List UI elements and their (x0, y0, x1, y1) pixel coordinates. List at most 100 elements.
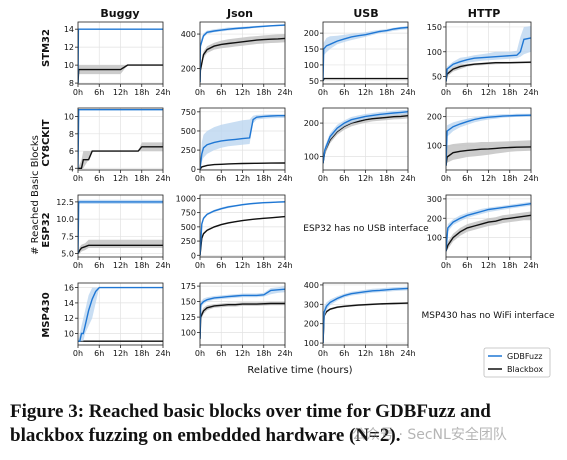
row-title-esp32: ESP32 (41, 212, 52, 247)
series-line-gdbfuzz (446, 37, 531, 82)
x-tick-label: 18h (379, 174, 394, 183)
x-tick-label: 0h (318, 174, 328, 183)
x-tick-label: 6h (94, 261, 104, 270)
x-tick-label: 12h (358, 349, 373, 358)
y-tick-label: 1000 (176, 194, 196, 203)
plot-area (200, 114, 285, 170)
x-tick-label: 18h (256, 174, 271, 183)
y-tick-label: 14 (64, 299, 74, 308)
x-tick-label: 6h (94, 349, 104, 358)
panel-msp430-usb: 100 200 300 400 0h 6h 12h 18h 24h (304, 281, 416, 358)
y-tick-label: 10 (64, 61, 74, 70)
plot-area (200, 24, 285, 83)
y-tick-label: 100 (181, 329, 196, 338)
col-title-json: Json (226, 7, 253, 20)
panel-stm32-buggy: 8 10 12 14 0h 6h 12h 18h 24h (64, 21, 171, 97)
x-tick-label: 24h (400, 349, 415, 358)
series-line-gdbfuzz (78, 286, 163, 342)
y-tick-label: 100 (304, 339, 319, 348)
x-tick-label: 0h (195, 349, 205, 358)
x-tick-label: 24h (523, 174, 538, 183)
x-tick-label: 18h (379, 88, 394, 97)
x-tick-label: 0h (73, 88, 83, 97)
y-tick-label: 200 (427, 214, 442, 223)
x-tick-label: 6h (94, 88, 104, 97)
y-tick-label: 150 (181, 298, 196, 307)
x-tick-label: 12h (358, 88, 373, 97)
x-tick-label: 24h (155, 261, 170, 270)
y-tick-label: 12.5 (56, 198, 74, 207)
panel-msp430-json: 100 125 150 175 0h 6h 12h 18h 24h (181, 282, 293, 358)
x-tick-label: 6h (94, 174, 104, 183)
y-tick-label: 175 (181, 282, 196, 291)
plot-area (200, 286, 285, 339)
y-tick-label: 200 (427, 113, 442, 122)
band-blackbox (446, 61, 531, 82)
column-titles: Buggy Json USB HTTP (100, 7, 500, 20)
y-tick-label: 5.0 (61, 250, 74, 259)
y-tick-label: 150 (304, 45, 319, 54)
x-tick-label: 12h (113, 261, 128, 270)
x-tick-label: 0h (318, 349, 328, 358)
x-tick-label: 24h (277, 174, 292, 183)
figure-grid: Buggy Json USB HTTP STM32 CY8CKIT ESP32 … (30, 7, 555, 378)
y-tick-label: 8 (69, 130, 74, 139)
y-tick-label: 100 (427, 234, 442, 243)
y-tick-label: 100 (427, 141, 442, 150)
y-tick-label: 300 (304, 300, 319, 309)
y-tick-label: 10 (64, 113, 74, 122)
y-tick-label: 400 (181, 30, 196, 39)
legend: GDBFuzz Blackbox (483, 347, 551, 378)
x-tick-label: 24h (523, 261, 538, 270)
panel-cy8ckit-usb: 100 200 0h 6h 12h 18h 24h (304, 107, 416, 183)
series-line-gdbfuzz (323, 287, 408, 344)
series-line-blackbox (446, 214, 531, 252)
x-tick-label: 18h (134, 261, 149, 270)
x-tick-label: 24h (155, 174, 170, 183)
x-tick-label: 18h (256, 261, 271, 270)
x-tick-label: 24h (523, 88, 538, 97)
y-tick-label: 200 (304, 320, 319, 329)
plot-area (200, 201, 285, 256)
series-line-gdbfuzz (323, 111, 408, 164)
x-tick-label: 18h (502, 261, 517, 270)
x-tick-label: 0h (318, 88, 328, 97)
x-tick-label: 18h (134, 88, 149, 97)
x-tick-label: 0h (441, 174, 451, 183)
band-blackbox (200, 34, 285, 83)
series-line-gdbfuzz (323, 26, 408, 81)
x-axis-label: Relative time (hours) (247, 365, 352, 376)
y-tick-label: 150 (427, 23, 442, 32)
row-titles: STM32 CY8CKIT ESP32 MSP430 (41, 29, 52, 338)
x-tick-label: 12h (481, 261, 496, 270)
y-tick-label: 16 (64, 284, 74, 293)
y-tick-label: 500 (181, 127, 196, 136)
y-tick-label: 500 (181, 223, 196, 232)
y-tick-label: 12 (64, 43, 74, 52)
x-tick-label: 0h (73, 261, 83, 270)
x-tick-label: 6h (216, 261, 226, 270)
x-tick-label: 6h (216, 88, 226, 97)
series-line-gdbfuzz (200, 201, 285, 256)
x-tick-label: 6h (462, 88, 472, 97)
band-blackbox (78, 142, 163, 169)
x-tick-label: 6h (339, 349, 349, 358)
series-line-gdbfuzz (200, 24, 285, 83)
x-tick-label: 0h (73, 349, 83, 358)
y-tick-label: 200 (181, 65, 196, 74)
y-axis-label: # Reached Basic Blocks (30, 135, 41, 255)
band-gdbfuzz (446, 26, 531, 82)
panel-esp32-http: 100 200 300 0h 6h 12h 18h 24h (427, 194, 539, 270)
series-line-blackbox (323, 302, 408, 344)
note-esp32-usb: ESP32 has no USB interface (303, 224, 429, 234)
legend-label-blackbox: Blackbox (507, 365, 543, 374)
panel-stm32-json: 200 400 0h 6h 12h 18h 24h (181, 21, 293, 97)
x-tick-label: 18h (134, 349, 149, 358)
plot-area (323, 109, 408, 164)
y-tick-label: 100 (304, 61, 319, 70)
x-tick-label: 12h (481, 88, 496, 97)
caption-line-1: Figure 3: Reached basic blocks over time… (10, 401, 491, 422)
y-tick-label: 12 (64, 314, 74, 323)
panels: 8 10 12 14 0h 6h 12h 18h 24h 200 400 0h 6h 12h 18h 24h 5… (56, 21, 539, 358)
y-tick-label: 10.0 (56, 215, 74, 224)
